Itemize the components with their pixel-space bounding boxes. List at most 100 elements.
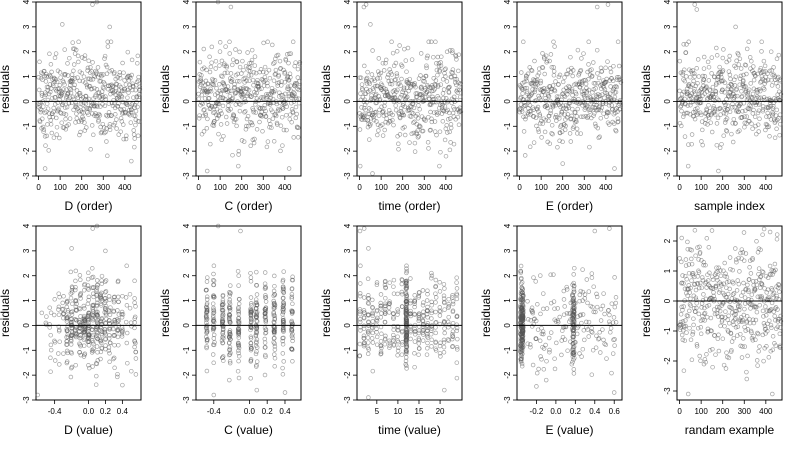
data-point bbox=[714, 53, 720, 58]
data-point bbox=[440, 77, 446, 82]
data-point bbox=[106, 318, 112, 323]
data-point bbox=[121, 70, 126, 75]
data-point bbox=[726, 57, 732, 63]
data-point bbox=[378, 338, 384, 344]
data-point bbox=[557, 314, 562, 320]
data-point bbox=[591, 113, 596, 118]
data-point bbox=[582, 100, 587, 105]
data-point bbox=[710, 92, 715, 97]
data-point bbox=[551, 73, 557, 78]
data-point bbox=[371, 117, 377, 123]
data-point bbox=[734, 259, 739, 265]
data-point bbox=[263, 345, 268, 350]
data-point bbox=[777, 112, 783, 117]
data-point bbox=[590, 105, 596, 110]
data-point bbox=[747, 55, 753, 60]
data-point bbox=[415, 111, 420, 117]
data-point bbox=[450, 67, 456, 72]
data-point bbox=[744, 46, 750, 52]
data-point bbox=[86, 287, 91, 292]
data-point bbox=[219, 111, 224, 116]
y-tick-label: 0 bbox=[343, 99, 352, 104]
data-point bbox=[590, 330, 595, 335]
data-point bbox=[724, 128, 729, 133]
data-point bbox=[608, 330, 613, 335]
data-point bbox=[105, 153, 110, 159]
data-point bbox=[51, 105, 56, 111]
x-tick-label: -0.4 bbox=[48, 407, 62, 416]
data-point bbox=[725, 291, 731, 297]
y-tick-label: -3 bbox=[343, 172, 352, 180]
data-point bbox=[120, 382, 125, 388]
data-point bbox=[280, 351, 286, 356]
data-point bbox=[387, 280, 392, 285]
data-point bbox=[418, 124, 423, 129]
data-point bbox=[57, 362, 62, 367]
data-point bbox=[771, 117, 777, 123]
data-point bbox=[199, 73, 204, 78]
data-point bbox=[740, 289, 746, 295]
data-point bbox=[546, 94, 552, 99]
data-point bbox=[570, 106, 575, 112]
data-point bbox=[412, 339, 418, 344]
y-tick-label: 4 bbox=[343, 0, 352, 4]
data-point bbox=[85, 312, 91, 318]
data-point bbox=[756, 266, 762, 271]
data-point bbox=[776, 116, 781, 121]
data-point bbox=[578, 114, 584, 120]
data-point bbox=[228, 106, 233, 112]
data-point bbox=[74, 116, 80, 121]
data-point bbox=[61, 87, 66, 92]
data-point bbox=[205, 275, 210, 280]
data-point bbox=[447, 48, 453, 53]
data-point bbox=[243, 109, 248, 114]
data-point bbox=[120, 293, 125, 299]
data-point bbox=[397, 132, 403, 137]
data-point bbox=[698, 358, 703, 364]
data-point bbox=[43, 92, 48, 98]
data-point bbox=[78, 343, 83, 349]
data-point bbox=[273, 67, 279, 73]
data-point bbox=[220, 103, 226, 109]
data-point bbox=[254, 387, 260, 393]
data-point bbox=[107, 124, 112, 129]
data-point bbox=[134, 99, 139, 105]
data-point bbox=[428, 127, 433, 133]
data-point bbox=[554, 340, 559, 346]
data-point bbox=[47, 305, 52, 310]
data-point bbox=[607, 312, 612, 318]
data-point bbox=[543, 118, 548, 123]
data-point bbox=[563, 123, 568, 129]
data-point bbox=[681, 368, 687, 373]
data-point bbox=[607, 122, 612, 127]
data-point bbox=[250, 122, 255, 128]
data-point bbox=[125, 360, 130, 366]
data-point bbox=[535, 107, 540, 112]
data-point bbox=[585, 69, 590, 75]
data-point bbox=[441, 281, 447, 287]
data-point bbox=[254, 90, 259, 96]
data-point bbox=[774, 126, 779, 132]
data-point bbox=[690, 70, 695, 76]
data-point bbox=[402, 46, 407, 52]
data-point bbox=[695, 81, 700, 86]
data-point bbox=[743, 63, 749, 68]
data-point bbox=[86, 112, 91, 117]
data-point bbox=[132, 344, 137, 350]
data-point bbox=[273, 113, 279, 119]
data-point bbox=[63, 112, 69, 117]
y-tick-label: -1 bbox=[503, 122, 512, 130]
data-point bbox=[722, 90, 727, 95]
data-point bbox=[598, 318, 604, 323]
data-point bbox=[538, 311, 543, 317]
data-point bbox=[383, 57, 389, 63]
data-point bbox=[236, 152, 241, 157]
data-point bbox=[761, 321, 767, 326]
data-point bbox=[360, 94, 366, 100]
data-point bbox=[94, 318, 100, 324]
data-point bbox=[368, 98, 373, 103]
data-point bbox=[752, 114, 758, 120]
data-point bbox=[99, 273, 105, 279]
data-point bbox=[573, 110, 578, 115]
